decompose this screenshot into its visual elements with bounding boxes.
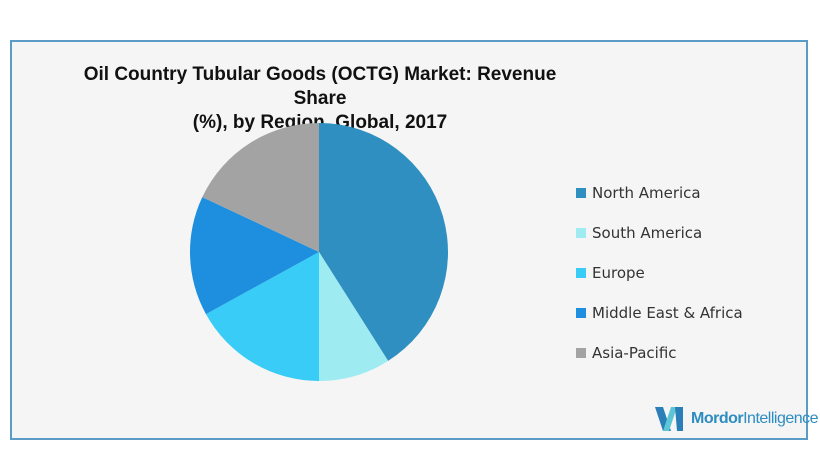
pie-slice-south-america bbox=[319, 252, 389, 381]
title-line-2: (%), by Region, Global, 2017 bbox=[192, 112, 448, 133]
legend-swatch bbox=[576, 348, 586, 358]
title-line-1: Oil Country Tubular Goods (OCTG) Market:… bbox=[83, 64, 557, 109]
legend-item: Middle East & Africa bbox=[576, 293, 743, 333]
logo-mark-icon bbox=[655, 407, 683, 431]
legend-label: North America bbox=[592, 184, 701, 202]
legend-swatch bbox=[576, 188, 586, 198]
pie-slice-north-america bbox=[319, 123, 448, 361]
legend-swatch bbox=[576, 308, 586, 318]
legend-item: Europe bbox=[576, 253, 743, 293]
legend: North America South America Europe Middle E… bbox=[576, 173, 743, 373]
legend-swatch bbox=[576, 228, 586, 238]
pie-slice-middle-east-africa bbox=[189, 197, 319, 315]
legend-item: South America bbox=[576, 213, 743, 253]
legend-label: South America bbox=[592, 224, 703, 242]
pie-slice-asia-pacific bbox=[202, 123, 319, 252]
legend-swatch bbox=[576, 268, 586, 278]
legend-label: Middle East & Africa bbox=[592, 304, 743, 322]
mordor-intelligence-logo: MordorIntelligence bbox=[655, 407, 819, 431]
legend-label: Asia-Pacific bbox=[592, 344, 677, 362]
logo-text: MordorIntelligence bbox=[691, 410, 819, 427]
legend-item: North America bbox=[576, 173, 743, 213]
pie-slice-europe bbox=[205, 252, 319, 381]
legend-label: Europe bbox=[592, 264, 645, 282]
chart-title: Oil Country Tubular Goods (OCTG) Market:… bbox=[60, 63, 580, 135]
legend-item: Asia-Pacific bbox=[576, 333, 743, 373]
